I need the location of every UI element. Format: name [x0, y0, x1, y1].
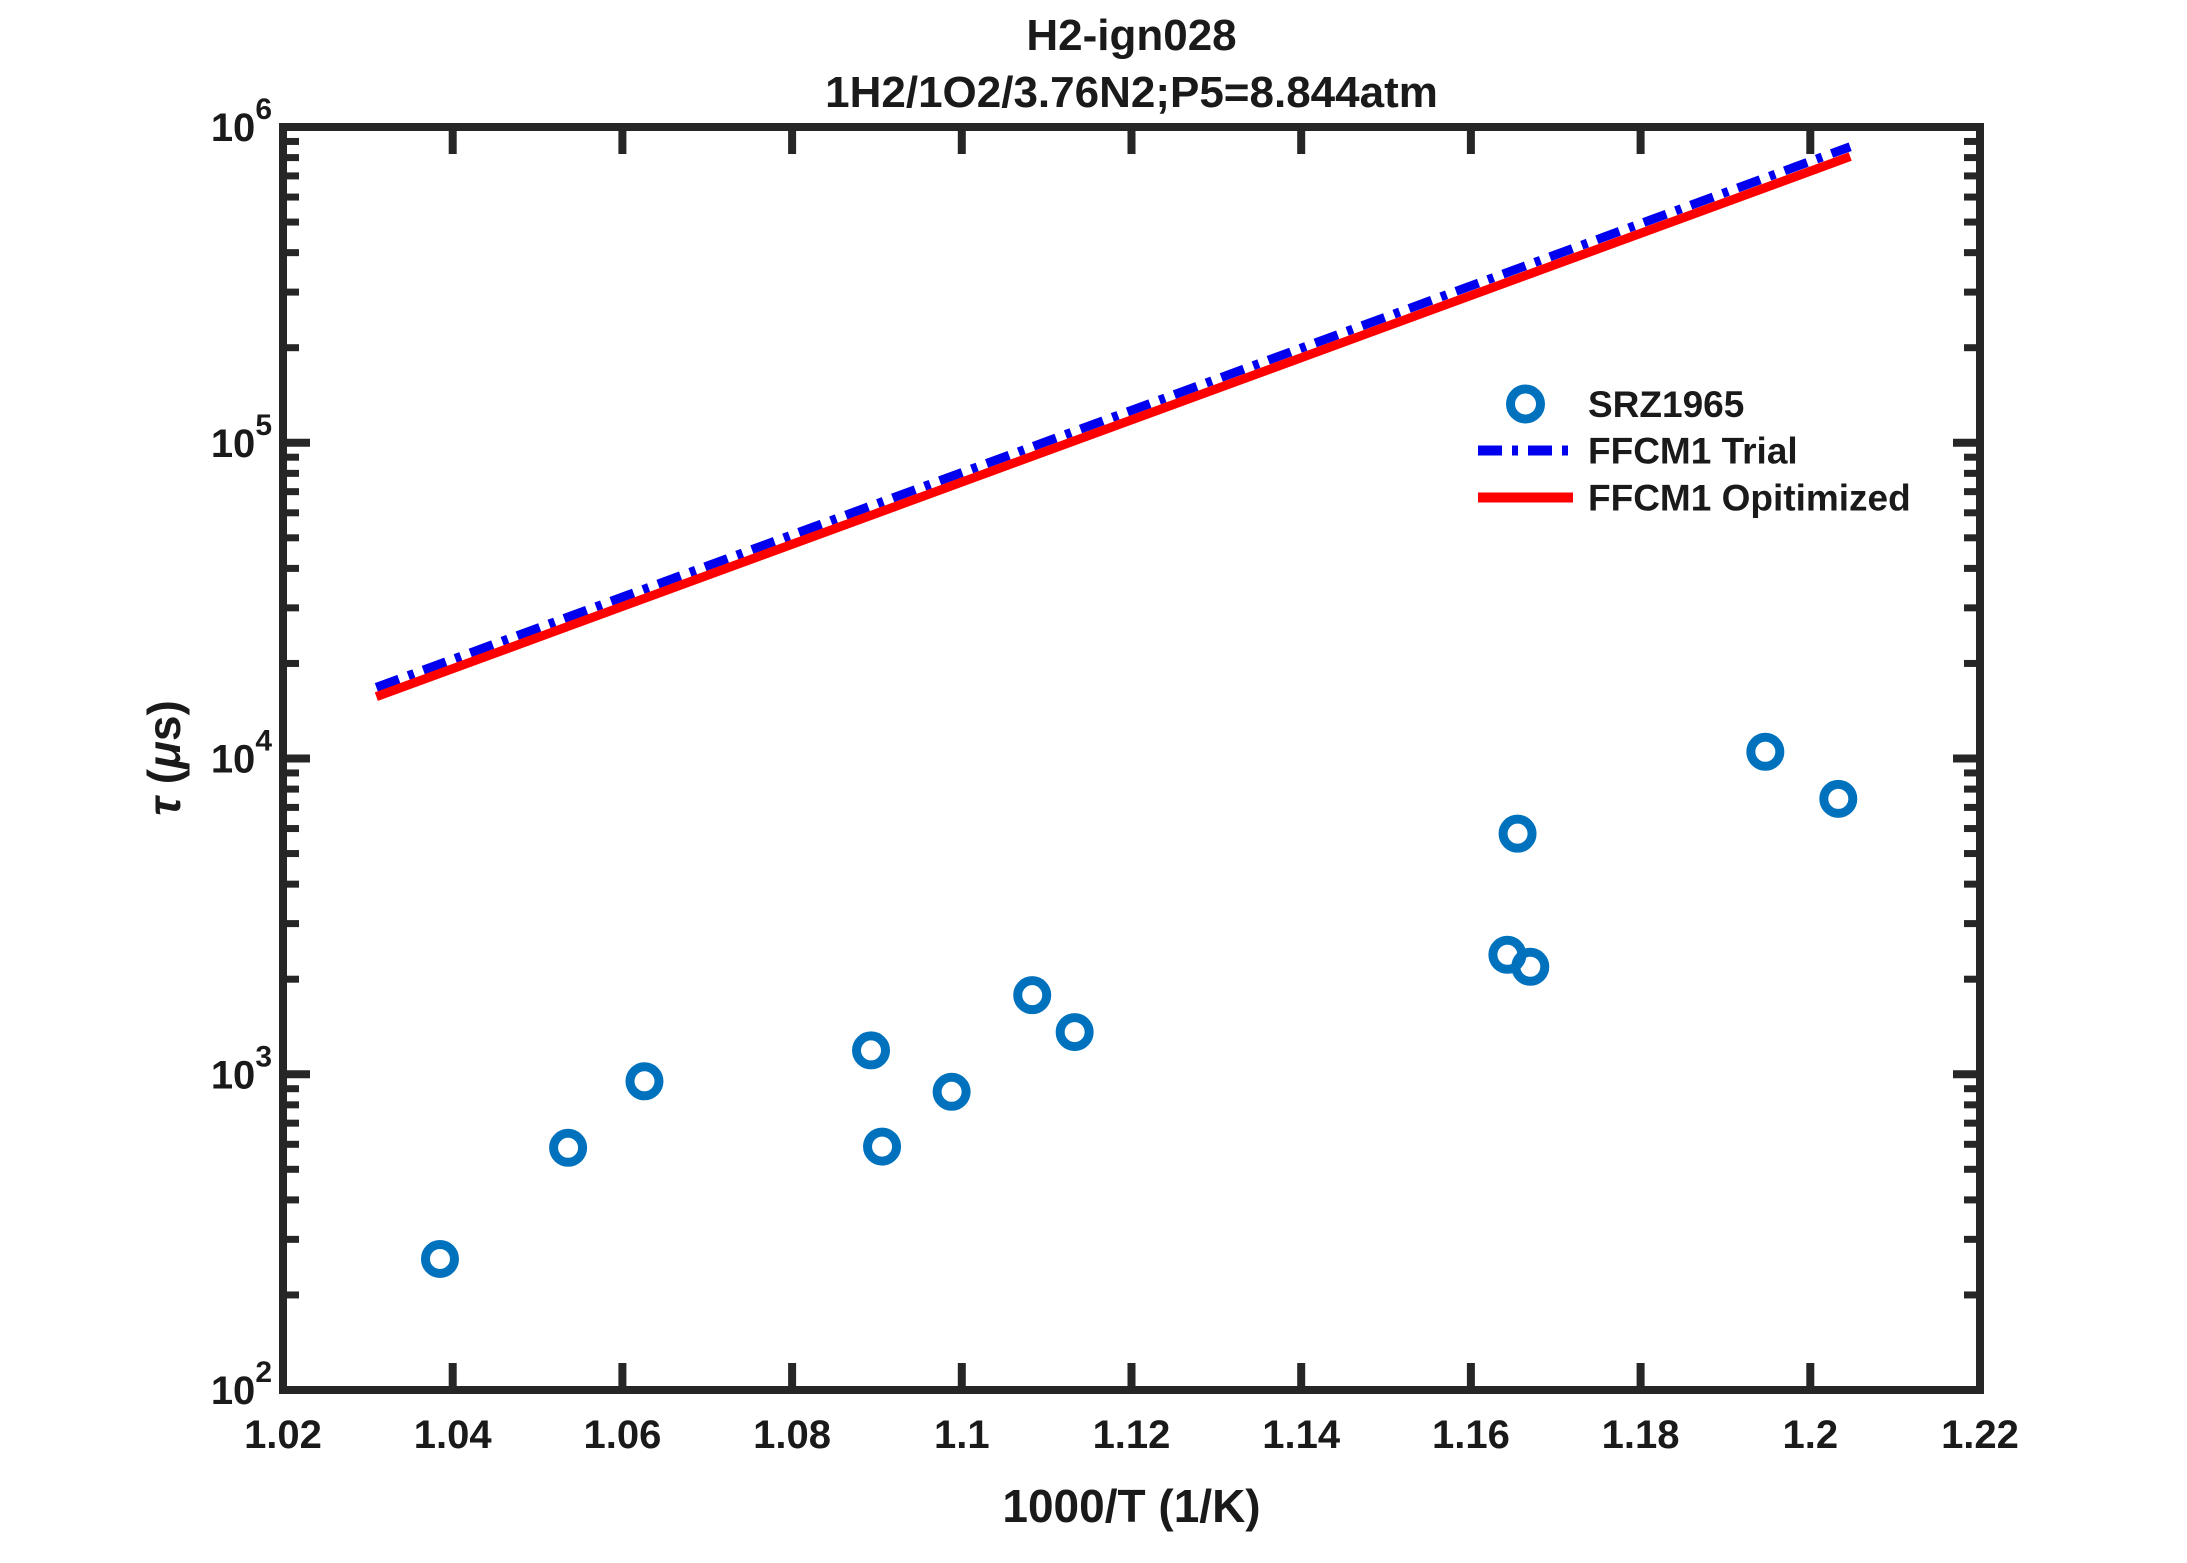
tick-marks — [279, 123, 1984, 1394]
x-tick-label: 1.2 — [1782, 1413, 1838, 1457]
data-point-marker — [1819, 779, 1858, 818]
legend-entry-srz1965: SRZ1965 — [1506, 384, 1744, 425]
series-ffcm1-opitimized — [374, 152, 1852, 701]
y-tick-label: 103 — [211, 1040, 272, 1097]
chart-title: H2-ign028 — [1026, 11, 1236, 60]
x-tick-label: 1.22 — [1941, 1413, 2019, 1457]
data-point-marker — [1498, 814, 1537, 853]
x-tick-label: 1.18 — [1602, 1413, 1680, 1457]
data-point-marker — [1013, 976, 1052, 1015]
data-point-marker — [1511, 947, 1550, 986]
legend: SRZ1965 FFCM1 Trial FFCM1 Opitimized — [1478, 384, 1911, 519]
data-point-marker — [420, 1239, 459, 1278]
legend-entry-ffcm1-trial: FFCM1 Trial — [1478, 431, 1798, 472]
data-point-marker — [1055, 1013, 1094, 1052]
series-ffcm1-trial — [374, 142, 1852, 692]
y-axis-label: τ (μs) — [138, 700, 190, 816]
x-axis-label: 1000/T (1/K) — [1002, 1480, 1260, 1532]
y-tick-label: 105 — [211, 409, 272, 466]
legend-label: SRZ1965 — [1588, 384, 1744, 425]
x-tick-label: 1.1 — [934, 1413, 990, 1457]
x-tick-label: 1.16 — [1432, 1413, 1510, 1457]
legend-label: FFCM1 Trial — [1588, 431, 1798, 472]
x-tick-label: 1.06 — [583, 1413, 661, 1457]
data-point-marker — [863, 1127, 902, 1166]
x-tick-label: 1.08 — [753, 1413, 831, 1457]
x-tick-label: 1.02 — [244, 1413, 322, 1457]
data-point-marker — [1746, 732, 1785, 771]
data-point-marker — [852, 1031, 891, 1070]
data-point-marker — [625, 1062, 664, 1101]
axes-box — [279, 123, 1984, 1394]
x-axis-tick-labels: 1.02 1.04 1.06 1.08 1.1 1.12 1.14 1.16 1.18 1.2 1.… — [244, 1413, 2019, 1457]
y-tick-label: 102 — [211, 1356, 272, 1413]
legend-circle-marker-icon — [1506, 384, 1545, 424]
x-tick-label: 1.14 — [1262, 1413, 1341, 1457]
legend-label: FFCM1 Opitimized — [1588, 478, 1911, 519]
legend-entry-ffcm1-opitimized: FFCM1 Opitimized — [1478, 478, 1911, 519]
y-tick-label: 104 — [211, 725, 273, 782]
x-tick-label: 1.04 — [414, 1413, 493, 1457]
data-point-marker — [932, 1072, 971, 1111]
chart-subtitle: 1H2/1O2/3.76N2;P5=8.844atm — [825, 68, 1438, 117]
y-tick-label: 106 — [211, 93, 272, 150]
series-srz1965 — [420, 732, 1858, 1278]
x-tick-label: 1.12 — [1093, 1413, 1171, 1457]
data-point-marker — [549, 1128, 588, 1167]
y-axis-tick-labels: 102 103 104 105 106 — [211, 93, 273, 1413]
